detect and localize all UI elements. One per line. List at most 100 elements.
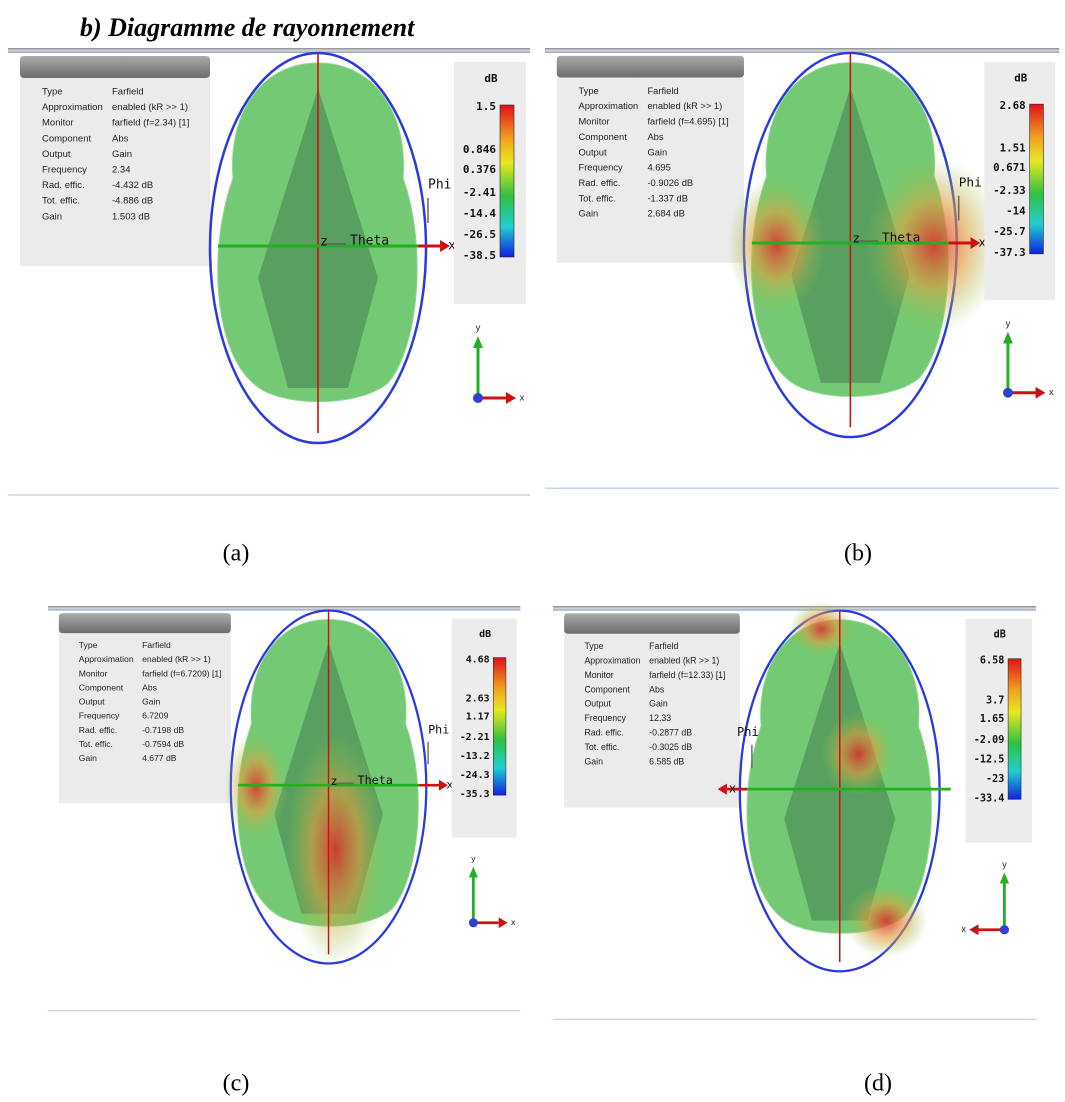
info-value: Farfield <box>649 641 678 651</box>
panel-caption: (c) <box>223 1071 250 1097</box>
page: {"header":{"title":"b) Diagramme de rayo… <box>0 0 1065 1102</box>
scale-tick-label: 1.17 <box>466 711 490 722</box>
scale-unit: dB <box>1014 72 1028 85</box>
info-value: enabled (kR >> 1) <box>112 102 188 113</box>
info-label: Monitor <box>79 668 108 678</box>
scale-tick-label: -25.7 <box>993 225 1026 238</box>
scale-tick-label: -12.5 <box>974 755 1005 766</box>
triad-z <box>1003 388 1013 398</box>
info-label: Frequency <box>79 711 120 721</box>
triad-y-head <box>1003 332 1013 344</box>
info-header <box>557 56 744 78</box>
color-bar <box>500 105 514 257</box>
gain-hotspot <box>224 733 287 842</box>
info-label: Approximation <box>79 654 134 664</box>
info-value: Abs <box>649 684 665 694</box>
scale-tick-label: 1.65 <box>980 714 1004 725</box>
farfield-panel: TypeFarfieldApproximationenabled (kR >> … <box>553 601 1036 1019</box>
info-label: Approximation <box>42 102 103 113</box>
scale-tick-label: -2.41 <box>463 186 496 199</box>
scale-tick-label: -35.3 <box>460 789 490 800</box>
triad-x-label: x <box>1049 387 1054 397</box>
scale-tick-label: -24.3 <box>460 770 490 781</box>
info-label: Output <box>578 147 606 157</box>
triad-x-label: x <box>520 393 525 404</box>
info-value: enabled (kR >> 1) <box>142 654 211 664</box>
panel-caption: (d) <box>864 1071 892 1097</box>
info-label: Type <box>42 87 63 98</box>
scale-unit: dB <box>994 630 1006 641</box>
scale-tick-label: 2.68 <box>1000 99 1026 112</box>
info-label: Approximation <box>584 655 640 665</box>
theta-label: Theta <box>882 231 921 246</box>
triad-y-head <box>1000 872 1009 883</box>
x-label: x <box>729 782 736 796</box>
info-label: Component <box>578 132 627 142</box>
scale-tick-label: 6.58 <box>980 656 1004 667</box>
triad-z <box>473 393 483 403</box>
color-bar <box>1008 659 1021 800</box>
gain-hotspot <box>844 884 927 958</box>
triad-z <box>469 918 478 927</box>
info-label: Approximation <box>578 101 638 111</box>
info-value: farfield (f=2.34) [1] <box>112 118 189 129</box>
scale-tick-label: -2.33 <box>993 184 1026 197</box>
scale-box <box>452 619 517 838</box>
theta-label: Theta <box>350 234 389 249</box>
scale-tick-label: -37.3 <box>993 246 1026 259</box>
info-label: Rad. effic. <box>584 728 623 738</box>
figure: b) Diagramme de rayonnement TypeFarfield… <box>0 0 1065 1102</box>
farfield-panel: Type Farfield Approximation enabled (kR >> … <box>8 48 530 495</box>
info-value: -0.9026 dB <box>647 178 693 188</box>
info-value: 6.585 dB <box>649 756 684 766</box>
info-label: Tot. effic. <box>584 742 619 752</box>
info-value: Abs <box>647 132 663 142</box>
scale-tick-label: 3.7 <box>986 695 1004 706</box>
info-label: Frequency <box>42 165 87 176</box>
scale-tick-label: 0.846 <box>463 143 496 156</box>
info-value: Gain <box>649 699 668 709</box>
z-label: z <box>852 232 860 247</box>
info-label: Monitor <box>42 118 74 129</box>
triad-x-head <box>969 924 978 935</box>
farfield-panel: TypeFarfieldApproximationenabled (kR >> … <box>545 48 1059 488</box>
theta-label: Theta <box>358 773 393 787</box>
gain-hotspot <box>821 712 895 795</box>
info-label: Output <box>584 699 611 709</box>
triad-y-head <box>469 867 478 878</box>
info-label: Tot. effic. <box>42 196 80 207</box>
scale-tick-label: -26.5 <box>463 228 496 241</box>
scale-tick-label: -2.09 <box>974 735 1005 746</box>
scale-tick-label: -14.4 <box>463 207 496 220</box>
info-label: Gain <box>42 211 62 222</box>
scale-tick-label: -23 <box>986 774 1004 785</box>
triad-y-label: y <box>476 323 481 334</box>
info-label: Gain <box>79 753 97 763</box>
info-label: Rad. effic. <box>79 725 117 735</box>
info-label: Output <box>42 149 71 160</box>
phi-label: Phi <box>737 725 759 739</box>
triad-y-label: y <box>471 854 476 864</box>
triad-x-head <box>506 392 516 404</box>
z-label: z <box>330 774 337 788</box>
info-value: Farfield <box>112 87 144 98</box>
info-label: Frequency <box>584 713 626 723</box>
toolbar-strip <box>48 606 520 611</box>
toolbar-strip <box>8 48 530 53</box>
info-value: 1.503 dB <box>112 211 150 222</box>
info-value: Gain <box>112 149 132 160</box>
info-value: Gain <box>647 147 667 157</box>
info-label: Rad. effic. <box>42 180 85 191</box>
scale-tick-label: 2.63 <box>466 693 490 704</box>
phi-label: Phi <box>428 178 451 193</box>
scale-tick-label: -38.5 <box>463 249 496 262</box>
scale-tick-label: 1.5 <box>476 100 496 113</box>
info-label: Gain <box>584 756 603 766</box>
color-bar <box>1030 104 1044 254</box>
info-value: 6.7209 <box>142 711 168 721</box>
info-label: Tot. effic. <box>578 193 615 203</box>
info-label: Frequency <box>578 163 622 173</box>
z-label: z <box>320 235 328 250</box>
gain-hotspot <box>286 733 386 968</box>
